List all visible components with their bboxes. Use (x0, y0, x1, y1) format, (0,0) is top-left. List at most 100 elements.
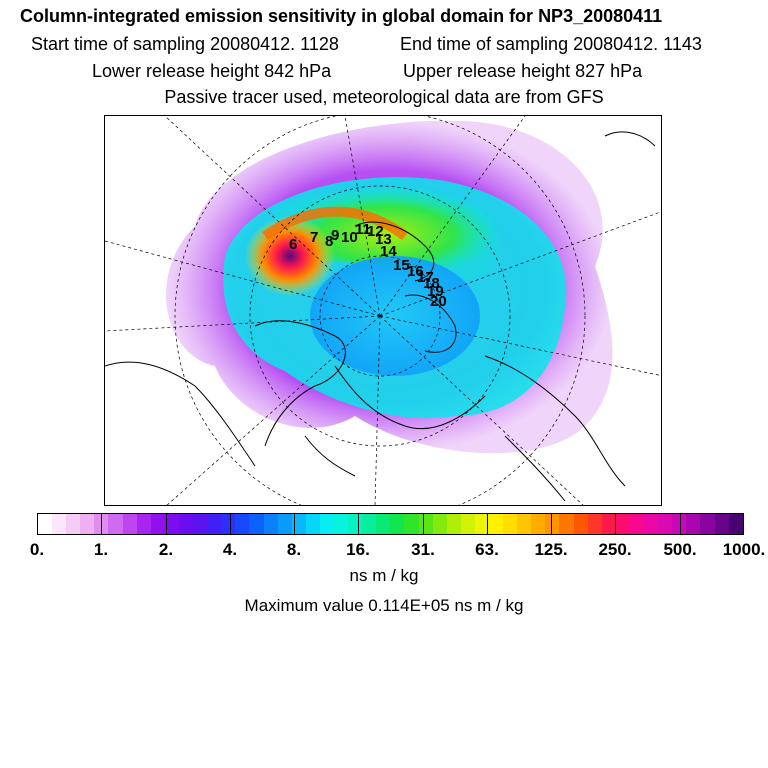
colorbar-cell (122, 514, 137, 534)
colorbar-cell (672, 514, 687, 534)
marker-label: 14 (380, 243, 397, 260)
marker-label: 12 (367, 223, 384, 240)
colorbar-label: 16. (346, 540, 370, 559)
colorbar-tick (680, 513, 681, 535)
colorbar-cell (207, 514, 222, 534)
colorbar-cell (517, 514, 532, 534)
emission-sensitivity-map: 6 7 8 9 10 11 12 13 14 15 16 17 18 19 20 (104, 115, 662, 506)
colorbar-cell (66, 514, 81, 534)
colorbar-cell (700, 514, 715, 534)
colorbar-tick (230, 513, 231, 535)
marker-label: 8 (325, 233, 333, 250)
lower-release-height-label: Lower release height 842 hPa (92, 61, 332, 81)
colorbar-tick (294, 513, 295, 535)
colorbar-tick (423, 513, 424, 535)
colorbar-cell (221, 514, 236, 534)
tracer-info-line: Passive tracer used, meteorological data… (164, 87, 604, 107)
colorbar-cell (460, 514, 475, 534)
marker-label: 19 (427, 283, 444, 300)
upper-release-height-label: Upper release height 827 hPa (403, 61, 643, 81)
colorbar-cell (390, 514, 405, 534)
colorbar-label: 0. (29, 540, 45, 559)
colorbar-cell (80, 514, 95, 534)
marker-label: 18 (423, 275, 440, 292)
sensitivity-hotspot (245, 216, 335, 296)
colorbar-cell (601, 514, 616, 534)
marker-label: 11 (355, 221, 371, 238)
colorbar-cell (150, 514, 165, 534)
marker-label: 16 (407, 263, 424, 280)
start-time-label: Start time of sampling 20080412. 1128 (31, 34, 339, 54)
marker-label: 20 (430, 293, 447, 310)
colorbar-cell (193, 514, 208, 534)
colorbar-cell (432, 514, 447, 534)
colorbar-cell (629, 514, 645, 534)
marker-label: 15 (393, 257, 410, 274)
maximum-value-label: Maximum value 0.114E+05 ns m / kg (244, 596, 524, 615)
colorbar-tick (615, 513, 616, 535)
colorbar-cell (615, 514, 630, 534)
colorbar-cell (587, 514, 602, 534)
colorbar-label: 4. (222, 540, 238, 559)
colorbar-cell (658, 514, 673, 534)
colorbar-tick (166, 513, 167, 535)
colorbar-label: 250. (598, 540, 632, 559)
colorbar-cell (319, 514, 334, 534)
colorbar-cell (277, 514, 292, 534)
colorbar-cell (263, 514, 278, 534)
sensitivity-blue-core (310, 256, 480, 376)
end-time-label: End time of sampling 20080412. 1143 (400, 34, 702, 54)
colorbar-cell (305, 514, 320, 534)
marker-label: 6 (289, 236, 297, 253)
colorbar-cell (714, 514, 729, 534)
colorbar (37, 513, 744, 535)
colorbar-cell (404, 514, 419, 534)
colorbar-cell (376, 514, 391, 534)
colorbar-cell (489, 514, 504, 534)
colorbar-tick (551, 513, 552, 535)
colorbar-cell (644, 514, 659, 534)
colorbar-cell (38, 514, 53, 534)
coastlines (105, 131, 656, 502)
colorbar-cell (52, 514, 67, 534)
trajectory-markers: 6 7 8 9 10 11 12 13 14 15 16 17 18 19 20 (289, 221, 447, 310)
marker-label: 13 (375, 231, 392, 248)
colorbar-cell (418, 514, 433, 534)
colorbar-cell (333, 514, 349, 534)
marker-label: 9 (331, 227, 339, 244)
colorbar-label: 500. (663, 540, 697, 559)
colorbar-cell (235, 514, 250, 534)
colorbar-cell (573, 514, 588, 534)
colorbar-units: ns m / kg (349, 566, 419, 585)
colorbar-cell (291, 514, 306, 534)
colorbar-cell (503, 514, 518, 534)
colorbar-label: 1. (93, 540, 109, 559)
colorbar-cell (362, 514, 377, 534)
marker-label: 7 (310, 229, 318, 246)
marker-label: 10 (341, 229, 358, 246)
colorbar-label: 125. (534, 540, 568, 559)
marker-label: 17 (417, 269, 434, 286)
colorbar-cell (348, 514, 363, 534)
colorbar-cell (178, 514, 194, 534)
colorbar-label: 1000. (722, 540, 766, 559)
colorbar-cell (686, 514, 701, 534)
colorbar-cell (474, 514, 489, 534)
colorbar-cell (728, 514, 743, 534)
colorbar-label: 31. (411, 540, 435, 559)
colorbar-tick (101, 513, 102, 535)
colorbar-cell (249, 514, 264, 534)
colorbar-cell (559, 514, 574, 534)
colorbar-cell (531, 514, 546, 534)
colorbar-label: 8. (286, 540, 302, 559)
colorbar-cell (108, 514, 123, 534)
colorbar-label: 2. (158, 540, 174, 559)
colorbar-tick (487, 513, 488, 535)
plot-title: Column-integrated emission sensitivity i… (20, 6, 663, 26)
colorbar-cell (164, 514, 179, 534)
colorbar-cell (136, 514, 151, 534)
colorbar-cell (446, 514, 461, 534)
colorbar-cell (545, 514, 560, 534)
map-canvas: 6 7 8 9 10 11 12 13 14 15 16 17 18 19 20 (105, 116, 661, 505)
sensitivity-orange-band (262, 206, 408, 241)
